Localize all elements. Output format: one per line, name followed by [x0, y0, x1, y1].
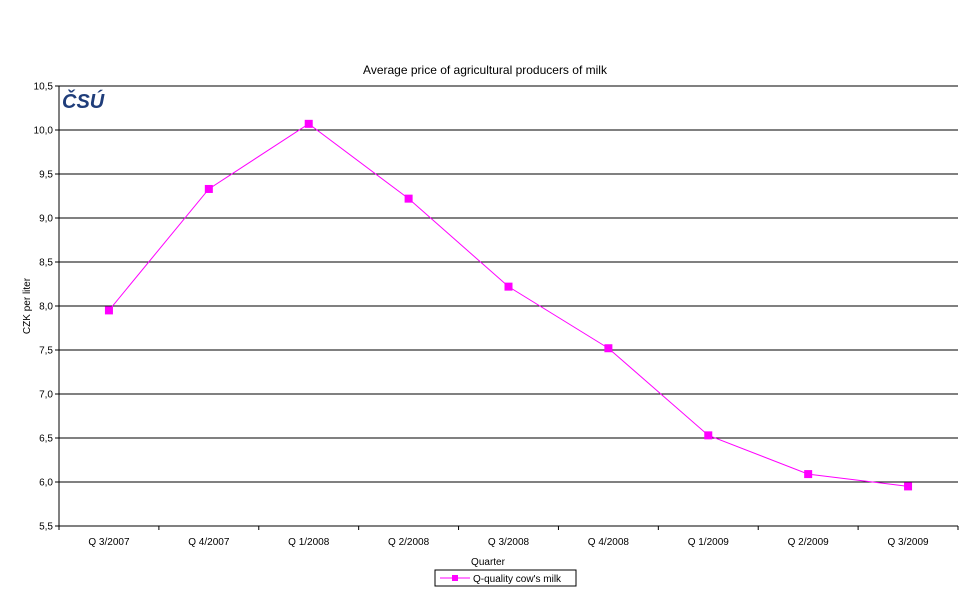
chart-title: Average price of agricultural producers … — [363, 63, 608, 77]
legend-box — [434, 569, 577, 587]
x-axis-title: Quarter — [471, 557, 506, 568]
y-tick-label: 7,0 — [39, 390, 53, 401]
data-point — [104, 306, 113, 315]
y-axis-title: CZK per liter — [22, 277, 33, 334]
x-tick-label: Q 4/2008 — [588, 537, 630, 548]
csu-logo: ČSÚ — [62, 89, 105, 113]
y-tick-label: 10,5 — [34, 82, 54, 93]
data-point — [804, 470, 813, 479]
legend: Q-quality cow's milk — [434, 569, 577, 587]
y-tick-label: 9,0 — [39, 214, 53, 225]
x-tick-label: Q 1/2008 — [288, 537, 330, 548]
csu-logo-text: ČSÚ — [62, 89, 105, 113]
data-point — [404, 194, 413, 203]
x-tick-label: Q 3/2007 — [88, 537, 130, 548]
plot-area: 5,5 6,0 6,5 7,0 7,5 8,0 8,5 9,0 9,5 10,0 10,5 Q 3/… — [34, 82, 959, 548]
x-axis-ticks: Q 3/2007 Q 4/2007 Q 1/2008 Q 2/2008 Q 3/2008… — [58, 526, 959, 548]
y-tick-label: 6,0 — [39, 478, 53, 489]
legend-marker — [452, 575, 458, 581]
legend-label: Q-quality cow's milk — [473, 574, 562, 585]
data-point — [304, 119, 313, 128]
x-tick-label: Q 1/2009 — [688, 537, 730, 548]
x-tick-label: Q 2/2008 — [388, 537, 430, 548]
y-tick-label: 10,0 — [34, 126, 54, 137]
y-tick-label: 6,5 — [39, 434, 53, 445]
y-tick-label: 9,5 — [39, 170, 53, 181]
series-layer — [104, 119, 913, 491]
x-tick-label: Q 3/2008 — [488, 537, 530, 548]
y-tick-label: 8,5 — [39, 258, 53, 269]
data-point — [604, 344, 613, 353]
x-tick-label: Q 4/2007 — [188, 537, 230, 548]
data-point — [504, 282, 513, 291]
data-point — [204, 184, 213, 193]
y-axis-ticks: 5,5 6,0 6,5 7,0 7,5 8,0 8,5 9,0 9,5 10,0 10,5 — [34, 82, 59, 533]
data-point — [704, 431, 713, 440]
data-point — [904, 482, 913, 491]
x-tick-label: Q 3/2009 — [887, 537, 929, 548]
y-tick-label: 7,5 — [39, 346, 53, 357]
gridlines — [59, 85, 958, 483]
y-tick-label: 5,5 — [39, 522, 53, 533]
x-tick-label: Q 2/2009 — [788, 537, 830, 548]
y-tick-label: 8,0 — [39, 302, 53, 313]
